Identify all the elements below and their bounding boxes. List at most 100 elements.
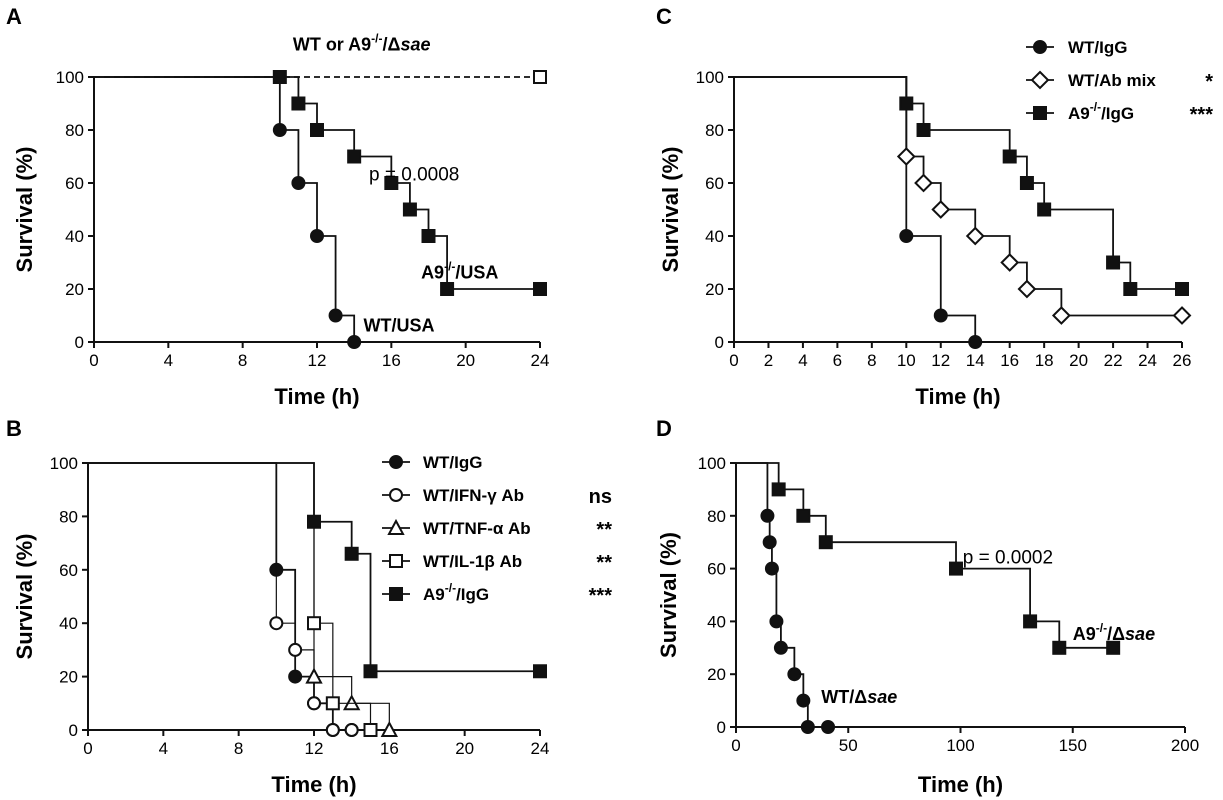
data-point bbox=[328, 308, 343, 323]
series-2 bbox=[88, 462, 359, 737]
legend-marker bbox=[387, 518, 405, 535]
annotation: WT or A9-/-/Δsae bbox=[293, 32, 431, 55]
x-tick-label: 8 bbox=[238, 351, 247, 370]
legend-label: WT/IFN-γ Ab bbox=[423, 486, 524, 505]
series-line bbox=[736, 462, 1114, 649]
x-tick-label: 0 bbox=[89, 351, 98, 370]
data-point bbox=[1000, 253, 1020, 272]
data-point bbox=[821, 720, 836, 734]
x-tick-label: 150 bbox=[1059, 736, 1087, 755]
data-point bbox=[325, 723, 340, 737]
x-tick-label: 12 bbox=[308, 351, 327, 370]
series-3 bbox=[94, 70, 547, 84]
y-tick-label: 0 bbox=[715, 333, 724, 352]
data-point bbox=[1052, 640, 1067, 655]
data-point bbox=[269, 616, 284, 631]
data-point bbox=[344, 546, 359, 561]
data-point bbox=[347, 149, 362, 164]
significance-label: ** bbox=[596, 519, 612, 541]
series-1 bbox=[94, 76, 362, 349]
x-tick-label: 26 bbox=[1173, 351, 1192, 370]
data-point bbox=[307, 616, 321, 631]
data-point bbox=[1175, 282, 1189, 296]
x-tick-label: 16 bbox=[380, 739, 399, 758]
data-point bbox=[769, 614, 784, 629]
panel-b: B 0 4 8 12 16 20 24 0 20 40 60 80 100 Time (h) Survival… bbox=[6, 416, 612, 797]
data-point bbox=[796, 693, 811, 708]
y-axis-label: Survival (%) bbox=[12, 147, 37, 273]
legend-label: WT/IgG bbox=[423, 453, 482, 472]
panel-letter: B bbox=[6, 416, 22, 441]
legend: WT/IgG WT/Ab mix * A9-/-/IgG *** bbox=[1026, 38, 1213, 126]
x-tick-label: 100 bbox=[946, 736, 974, 755]
x-tick-label: 8 bbox=[867, 351, 876, 370]
data-point bbox=[291, 96, 306, 111]
data-point bbox=[288, 669, 303, 684]
series-line bbox=[88, 462, 352, 731]
legend-marker bbox=[389, 488, 403, 502]
data-point bbox=[899, 96, 914, 111]
data-point bbox=[347, 335, 362, 349]
data-point bbox=[899, 229, 914, 243]
significance-label: ** bbox=[596, 552, 612, 574]
data-point bbox=[402, 202, 417, 217]
panel-letter: D bbox=[656, 416, 672, 441]
series-3 bbox=[734, 76, 1189, 296]
y-tick-label: 20 bbox=[707, 665, 726, 684]
x-tick-label: 20 bbox=[1069, 351, 1088, 370]
data-point bbox=[272, 123, 287, 137]
data-point bbox=[965, 226, 985, 246]
legend-marker bbox=[1033, 40, 1047, 54]
annotation: WT/Δsae bbox=[821, 687, 897, 707]
x-tick-label: 18 bbox=[1035, 351, 1054, 370]
x-tick-label: 2 bbox=[764, 351, 773, 370]
legend-label: A9-/-/IgG bbox=[1068, 100, 1134, 123]
data-point bbox=[1051, 306, 1071, 325]
data-point bbox=[1106, 255, 1121, 270]
data-point bbox=[760, 508, 775, 523]
legend-label: WT/TNF-α Ab bbox=[423, 519, 531, 538]
x-tick-label: 12 bbox=[305, 739, 324, 758]
y-tick-label: 100 bbox=[696, 68, 724, 87]
data-point bbox=[288, 642, 303, 657]
series-1 bbox=[736, 462, 836, 734]
data-point bbox=[771, 482, 786, 497]
series-line bbox=[94, 76, 356, 342]
x-axis-label: Time (h) bbox=[274, 384, 359, 409]
data-point bbox=[305, 667, 323, 684]
data-point bbox=[325, 696, 340, 711]
x-tick-label: 20 bbox=[456, 351, 475, 370]
data-point bbox=[931, 200, 951, 219]
data-point bbox=[800, 720, 815, 734]
y-tick-label: 80 bbox=[65, 121, 84, 140]
data-point bbox=[896, 147, 916, 166]
y-axis-label: Survival (%) bbox=[658, 147, 683, 273]
y-tick-label: 0 bbox=[69, 721, 78, 740]
data-point bbox=[291, 176, 306, 190]
data-point bbox=[764, 561, 779, 576]
y-tick-label: 40 bbox=[59, 614, 78, 633]
y-tick-label: 100 bbox=[56, 68, 84, 87]
panel-c: C0 2 4 6 8 10 12 14 16 18 20 22 24 26020406080100Time… bbox=[656, 4, 1213, 409]
data-point bbox=[818, 535, 833, 550]
x-axis-label: Time (h) bbox=[918, 772, 1003, 797]
series-2 bbox=[734, 76, 1192, 325]
x-tick-label: 14 bbox=[966, 351, 985, 370]
y-tick-label: 100 bbox=[50, 454, 78, 473]
y-tick-label: 80 bbox=[707, 507, 726, 526]
y-tick-label: 60 bbox=[705, 174, 724, 193]
data-point bbox=[1019, 176, 1034, 190]
data-point bbox=[914, 173, 933, 193]
data-point bbox=[1123, 282, 1138, 296]
y-tick-label: 80 bbox=[705, 121, 724, 140]
significance-label: *** bbox=[1190, 104, 1214, 126]
data-point bbox=[787, 667, 802, 682]
series-2 bbox=[736, 462, 1121, 655]
data-point bbox=[796, 508, 811, 523]
data-point bbox=[380, 720, 399, 737]
x-tick-label: 8 bbox=[234, 739, 243, 758]
x-tick-label: 200 bbox=[1171, 736, 1199, 755]
x-tick-label: 10 bbox=[897, 351, 916, 370]
data-point bbox=[384, 176, 399, 190]
